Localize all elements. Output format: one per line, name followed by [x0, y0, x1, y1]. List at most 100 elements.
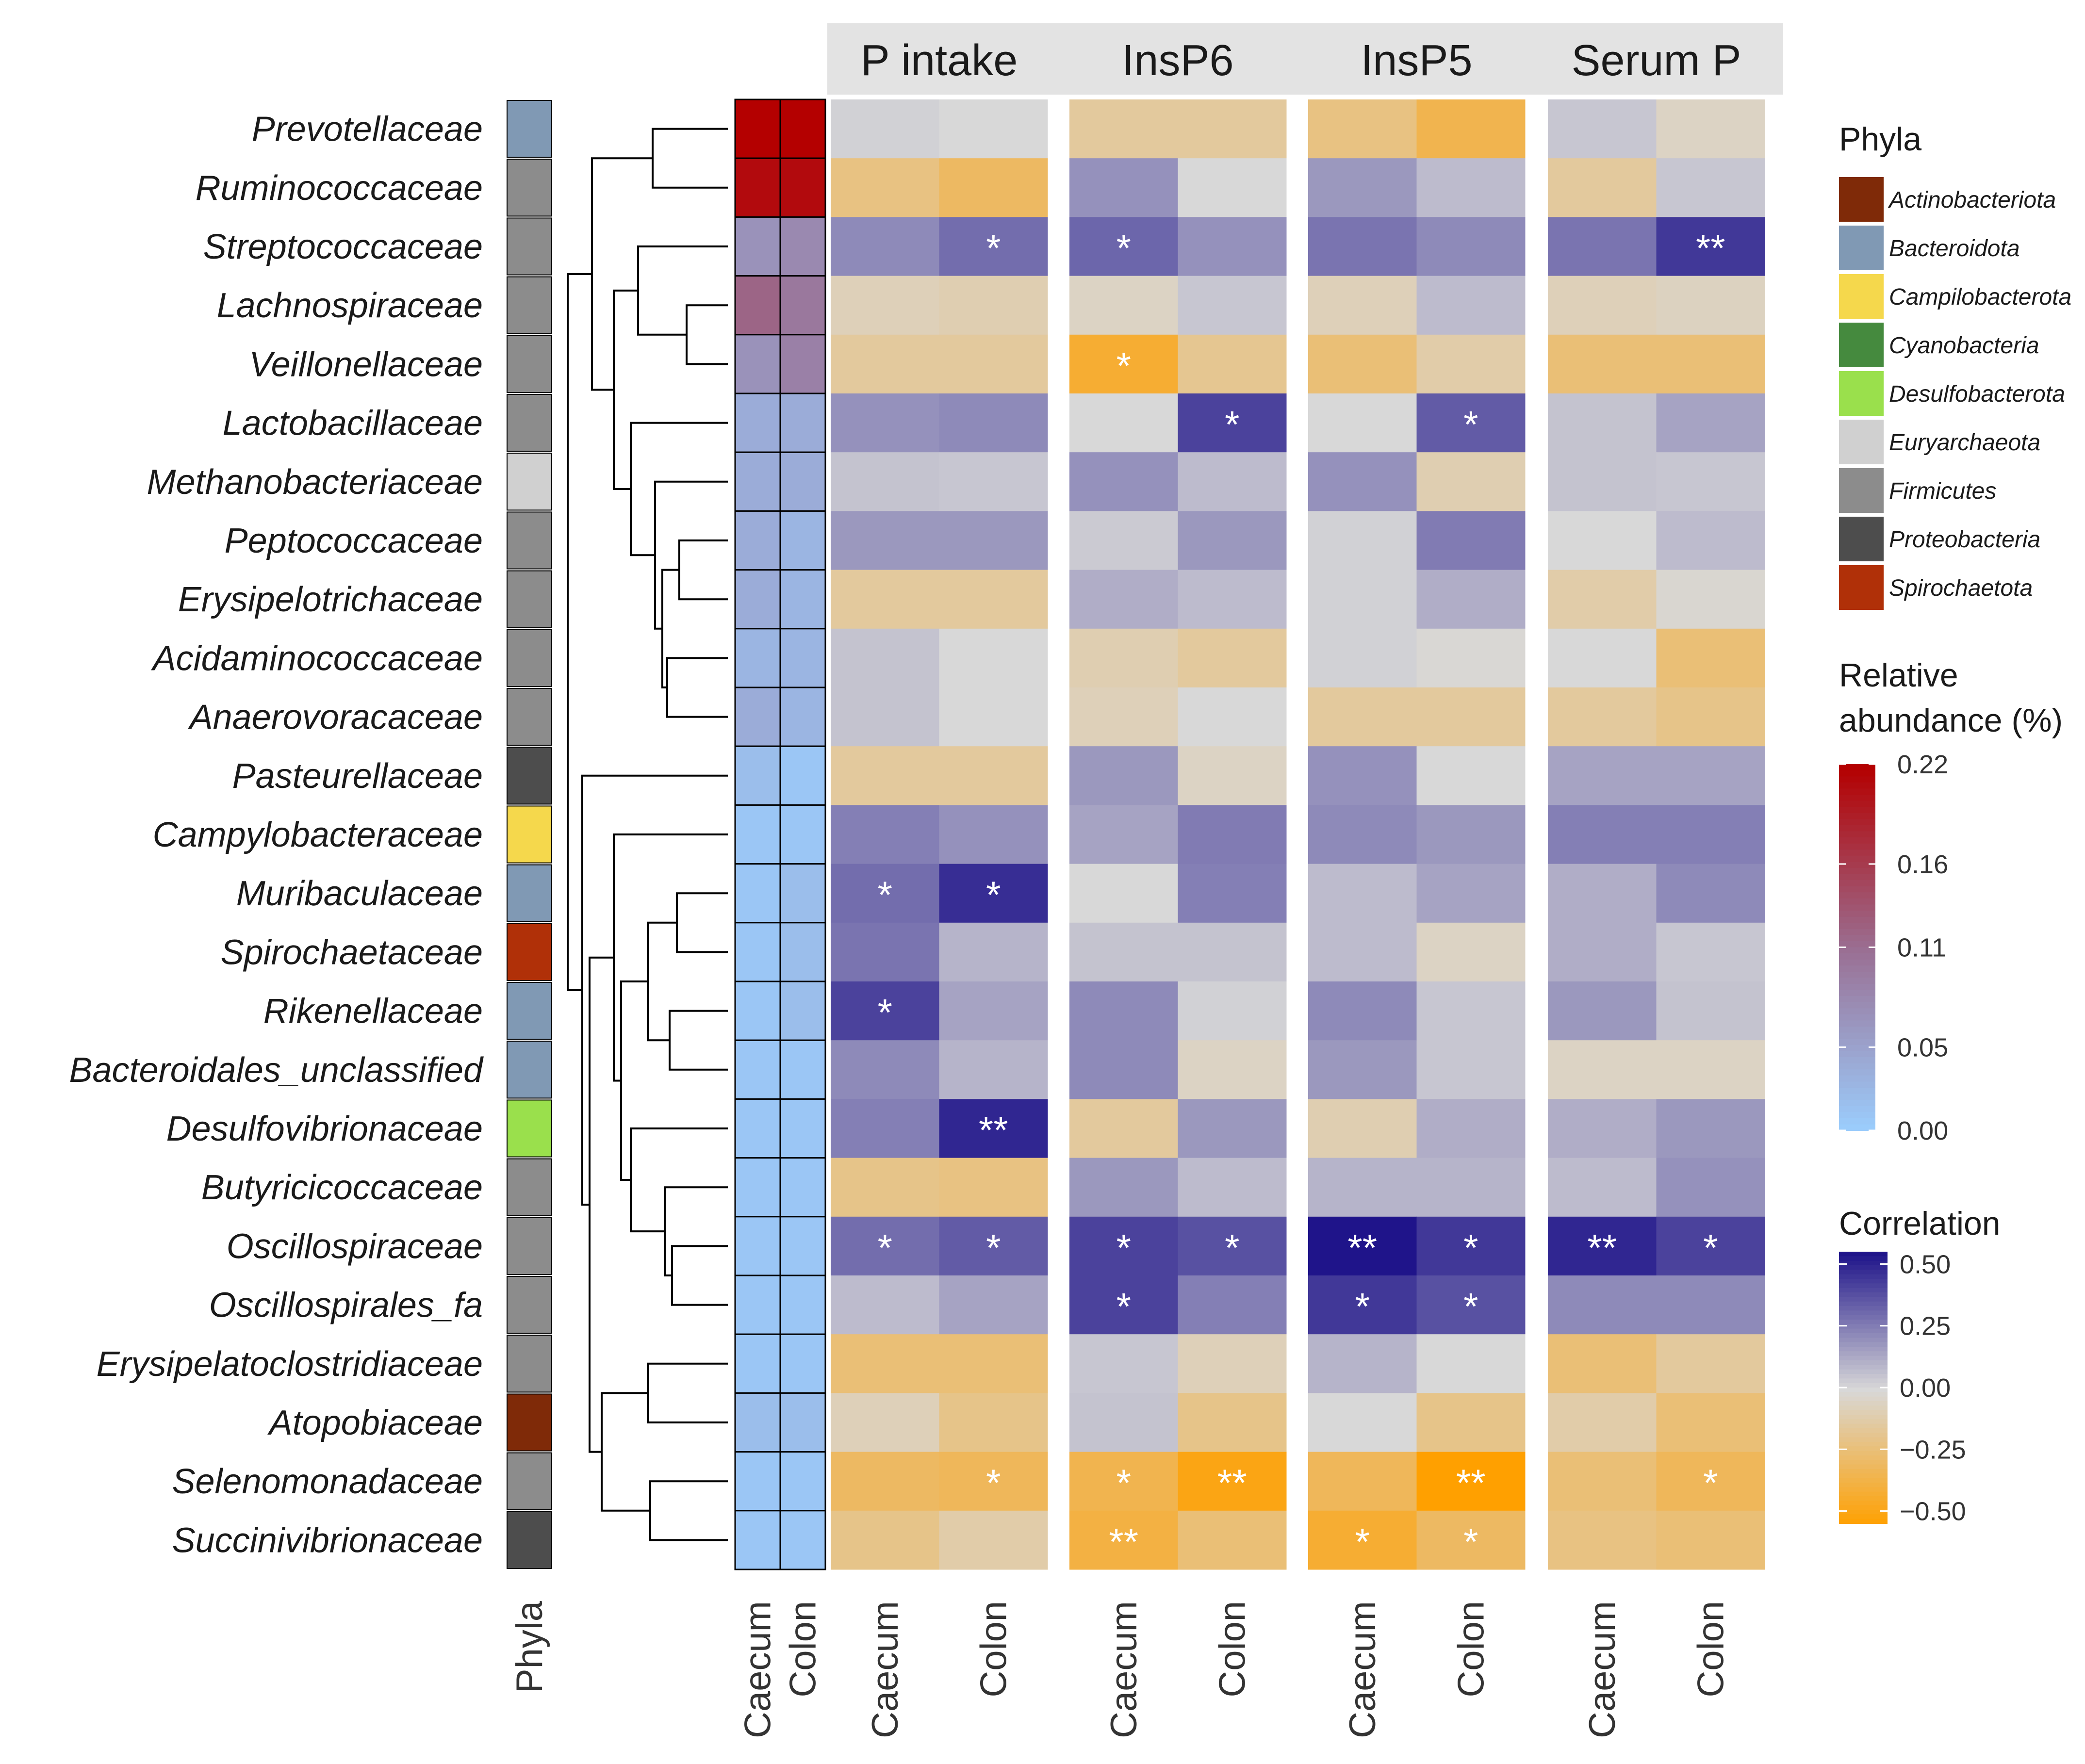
legend-abundance-gradient — [1839, 953, 1875, 960]
dendrogram-link — [630, 422, 728, 556]
legend-abundance-gradient — [1839, 1002, 1875, 1009]
correlation-cell — [831, 1099, 939, 1159]
correlation-cell — [1416, 687, 1526, 747]
legend-correlation-gradient — [1839, 1365, 1888, 1370]
phyla-cell — [507, 982, 552, 1040]
correlation-cell — [1548, 452, 1657, 511]
phyla-cell — [507, 159, 552, 217]
correlation-cell — [831, 746, 939, 805]
dendrogram-link — [581, 774, 728, 1206]
legend-abundance-gradient — [1839, 770, 1875, 777]
correlation-cell — [831, 981, 939, 1041]
legend-phyla-label: Spirochaetota — [1889, 575, 2033, 601]
correlation-cell — [1656, 628, 1765, 688]
correlation-cell — [1656, 570, 1765, 629]
legend-abundance-gradient — [1839, 1014, 1875, 1021]
phyla-cell — [507, 1452, 552, 1510]
abundance-cell — [779, 98, 826, 159]
correlation-cell — [1656, 864, 1765, 923]
dendrogram-link — [669, 1010, 728, 1071]
correlation-cell — [1178, 1393, 1287, 1453]
correlation-cell — [1308, 1334, 1417, 1393]
correlation-cell — [1178, 628, 1287, 688]
phyla-column — [507, 100, 552, 1569]
legend-abundance-gradient — [1839, 996, 1875, 1003]
legend-phyla-swatch — [1839, 517, 1884, 561]
correlation-cell — [939, 511, 1048, 571]
phyla-cell — [507, 453, 552, 511]
correlation-cell — [1656, 452, 1765, 511]
correlation-cell — [1069, 1510, 1178, 1570]
legend-correlation-gradient — [1839, 1442, 1888, 1447]
correlation-cell — [939, 864, 1048, 923]
correlation-cell — [1308, 1158, 1417, 1217]
abundance-cell — [779, 1157, 826, 1218]
significance-mark: * — [986, 873, 1001, 916]
correlation-cell — [1416, 628, 1526, 688]
abundance-cell — [734, 863, 781, 924]
legend-correlation-gradient — [1839, 1292, 1888, 1298]
legend-correlation-gradient — [1839, 1324, 1888, 1329]
family-label: Streptococcaceae — [203, 228, 483, 266]
correlation-cell — [1656, 922, 1765, 982]
legend-abundance-gradient — [1839, 782, 1875, 789]
family-label: Oscillospirales_fa — [209, 1286, 483, 1325]
legend-correlation-gradient — [1839, 1252, 1888, 1257]
correlation-cell — [831, 1216, 939, 1276]
significance-mark: ** — [1696, 227, 1725, 269]
legend-phyla-swatch — [1839, 565, 1884, 610]
legend-correlation-gradient — [1839, 1460, 1888, 1465]
legend-phyla-swatch — [1839, 323, 1884, 367]
correlation-cell — [939, 687, 1048, 747]
significance-mark: * — [986, 227, 1001, 269]
correlation-cell — [1656, 158, 1765, 217]
correlation-cell — [1178, 99, 1287, 159]
correlation-cell — [1416, 217, 1526, 277]
legend-phyla-swatch — [1839, 371, 1884, 416]
correlation-cell — [1178, 511, 1287, 571]
abundance-cell — [779, 863, 826, 924]
legend-correlation-gradient — [1839, 1401, 1888, 1406]
family-label: Spirochaetaceae — [221, 933, 483, 972]
correlation-cell — [1178, 276, 1287, 335]
legend-correlation-gradient — [1839, 1455, 1888, 1461]
correlation-cell — [1548, 1334, 1657, 1393]
abundance-cell — [779, 1510, 826, 1570]
legend-correlation-gradient — [1839, 1510, 1888, 1515]
correlation-cell — [1069, 217, 1178, 277]
significance-mark: * — [986, 1461, 1001, 1504]
legend-correlation-gradient — [1839, 1306, 1888, 1311]
legend-correlation-gradient — [1839, 1419, 1888, 1424]
legend-abundance-gradient — [1839, 764, 1875, 771]
legend-abundance-gradient — [1839, 1094, 1875, 1101]
legend-correlation-gradient — [1839, 1360, 1888, 1366]
phyla-cell — [507, 394, 552, 452]
legend-abundance-gradient — [1839, 916, 1875, 924]
abundance-cell — [734, 686, 781, 747]
legend-abundance-gradient — [1839, 776, 1875, 783]
strip-label: InsP6 — [1122, 36, 1233, 85]
correlation-cell — [1308, 805, 1417, 865]
legend-abundance-gradient — [1839, 1075, 1875, 1082]
correlation-cell — [1548, 805, 1657, 865]
abundance-cell — [734, 510, 781, 571]
correlation-cell — [1656, 393, 1765, 453]
legend-abundance-gradient — [1839, 867, 1875, 875]
correlation-cell — [939, 1158, 1048, 1217]
correlation-cell — [1178, 1099, 1287, 1159]
dendrogram-link — [601, 1392, 650, 1512]
correlation-cell — [1308, 1452, 1417, 1511]
correlation-cell — [831, 628, 939, 688]
abundance-cell — [779, 980, 826, 1041]
correlation-cell — [1308, 1393, 1417, 1453]
abundance-cell — [734, 1216, 781, 1276]
correlation-cell — [1548, 158, 1657, 217]
legend-abundance-gradient — [1839, 959, 1875, 966]
phyla-cell — [507, 1393, 552, 1452]
abundance-cell — [779, 804, 826, 865]
correlation-cell — [1308, 1510, 1417, 1570]
legend-correlation-gradient — [1839, 1491, 1888, 1497]
significance-mark: ** — [1347, 1226, 1377, 1269]
significance-mark: * — [1355, 1285, 1370, 1328]
dendrogram-link — [649, 1480, 728, 1541]
